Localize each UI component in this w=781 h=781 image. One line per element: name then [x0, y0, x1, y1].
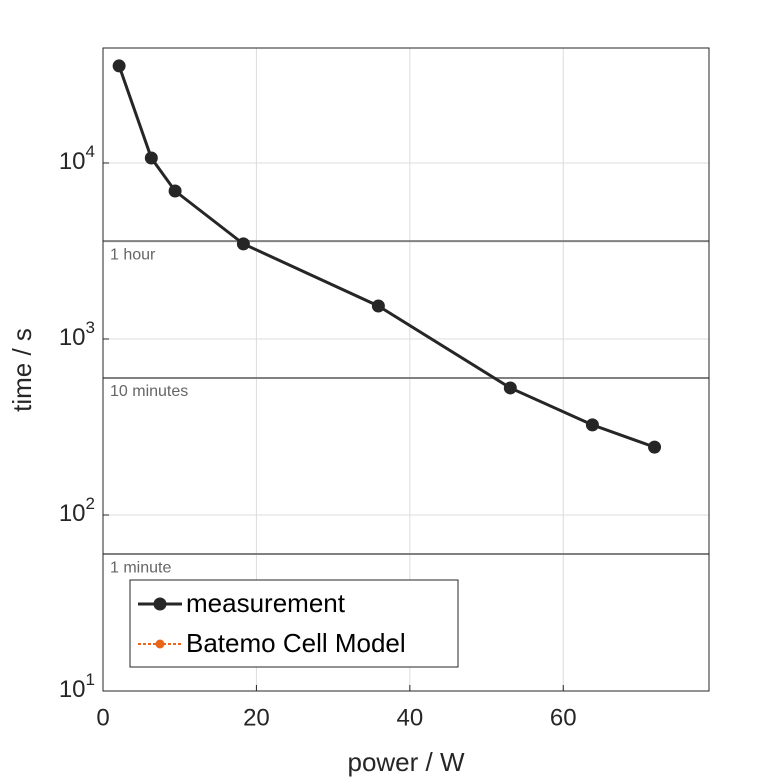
y-axis-label: time / s	[7, 328, 37, 412]
axes-box	[102, 47, 710, 692]
y-tick-label: 103	[59, 318, 95, 351]
y-tick-label: 101	[59, 670, 95, 703]
data-point	[585, 418, 599, 432]
series-line	[117, 65, 656, 449]
legend-box	[129, 579, 459, 668]
legend-label: Batemo Cell Model	[186, 628, 406, 658]
x-tick-label: 60	[550, 704, 577, 731]
reference-label: 1 minute	[110, 559, 171, 576]
data-point	[648, 440, 662, 454]
legend-marker	[155, 639, 165, 649]
y-tick-label: 102	[59, 494, 95, 527]
y-tick-label: 104	[59, 142, 95, 175]
data-point	[112, 59, 126, 73]
legend-label: measurement	[186, 588, 346, 618]
legend-marker	[153, 597, 167, 611]
x-axis-label: power / W	[347, 747, 464, 777]
data-point	[371, 299, 385, 313]
reference-label: 10 minutes	[110, 383, 188, 400]
data-point	[503, 381, 517, 395]
x-tick-label: 40	[396, 704, 423, 731]
reference-label: 1 hour	[110, 246, 156, 263]
data-point	[236, 237, 250, 251]
x-tick-label: 0	[96, 704, 109, 731]
data-point	[144, 151, 158, 165]
data-point	[168, 184, 182, 198]
x-tick-label: 20	[243, 704, 270, 731]
